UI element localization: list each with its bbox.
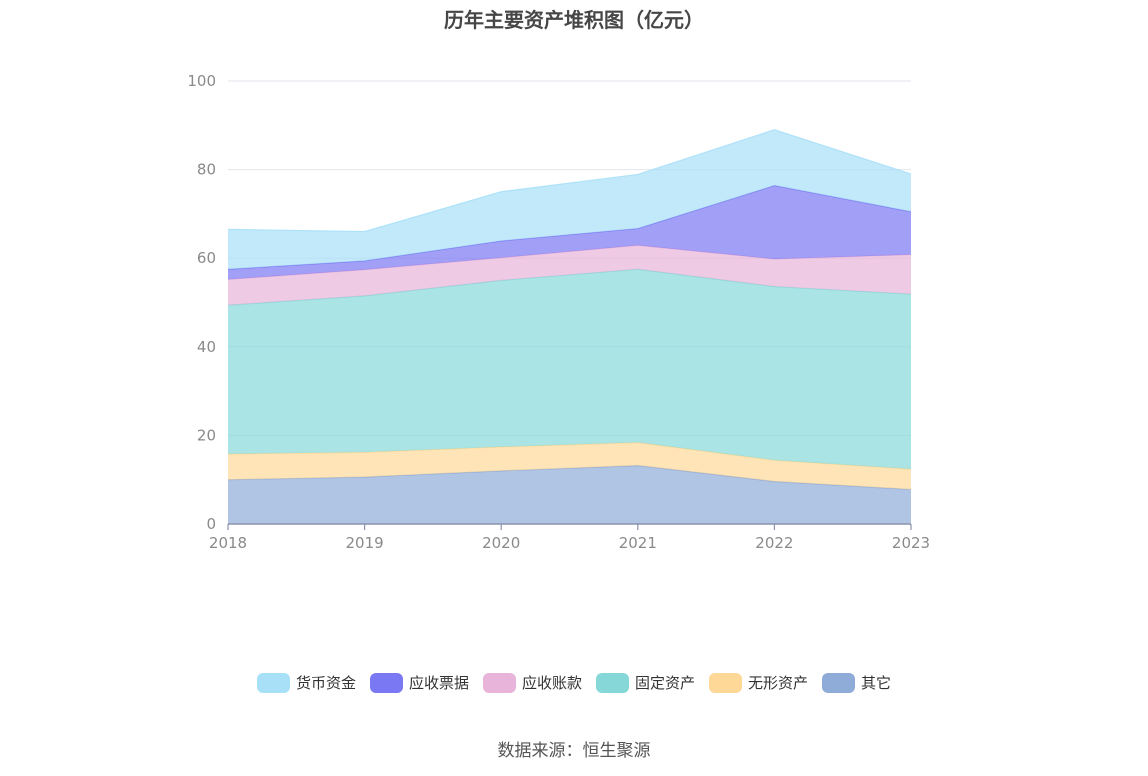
y-tick-label-0: 0 xyxy=(206,515,216,533)
legend-swatch xyxy=(482,672,516,693)
legend-label: 固定资产 xyxy=(635,674,696,692)
y-tick-label-40: 40 xyxy=(197,338,216,356)
legend-item-货币资金[interactable]: 货币资金 xyxy=(256,672,356,693)
legend-swatch xyxy=(709,672,743,693)
area-series-group xyxy=(227,129,912,524)
x-tick-label-2021: 2021 xyxy=(619,534,657,552)
legend-item-应收票据[interactable]: 应收票据 xyxy=(369,672,469,693)
legend-item-应收账款[interactable]: 应收账款 xyxy=(482,672,582,693)
legend-item-无形资产[interactable]: 无形资产 xyxy=(709,672,808,693)
area-series-2 xyxy=(228,269,911,470)
y-tick-label-100: 100 xyxy=(187,72,216,90)
area-series-0 xyxy=(228,465,911,524)
stacked-area-chart: 0 20 40 60 80 100 2018 2019 2020 2021 2022 2023 xyxy=(187,72,930,552)
legend-label: 应收账款 xyxy=(521,674,582,692)
area-series-5 xyxy=(228,129,911,270)
x-tick-label-2019: 2019 xyxy=(346,534,384,552)
x-tick-label-2022: 2022 xyxy=(755,534,793,552)
legend-label: 其它 xyxy=(861,674,892,692)
legend-item-固定资产[interactable]: 固定资产 xyxy=(596,672,695,693)
chart-legend: 货币资金 应收票据 应收账款 固定资产 无形资产 其它 xyxy=(0,672,1148,693)
x-tick-label-2023: 2023 xyxy=(892,534,930,552)
area-series-1 xyxy=(228,442,911,490)
x-tick-label-2018: 2018 xyxy=(209,534,247,552)
area-top-line-5 xyxy=(227,129,912,233)
y-tick-label-80: 80 xyxy=(197,161,216,179)
legend-label: 无形资产 xyxy=(748,674,809,692)
legend-label: 货币资金 xyxy=(295,674,356,692)
legend-swatch xyxy=(822,672,856,693)
y-tick-label-60: 60 xyxy=(197,249,216,267)
legend-label: 应收票据 xyxy=(408,674,469,692)
y-tick-label-20: 20 xyxy=(197,426,216,444)
axes: 0 20 40 60 80 100 2018 2019 2020 2021 2022 2023 xyxy=(187,72,930,552)
area-series-3 xyxy=(228,245,911,306)
x-tick-label-2020: 2020 xyxy=(482,534,520,552)
legend-swatch xyxy=(256,672,290,693)
data-source-note: 数据来源：恒生聚源 xyxy=(497,741,651,761)
chart-title: 历年主要资产堆积图（亿元） xyxy=(444,8,704,32)
legend-swatch xyxy=(596,672,629,693)
legend-item-其它[interactable]: 其它 xyxy=(822,672,891,693)
legend-swatch xyxy=(369,672,403,693)
